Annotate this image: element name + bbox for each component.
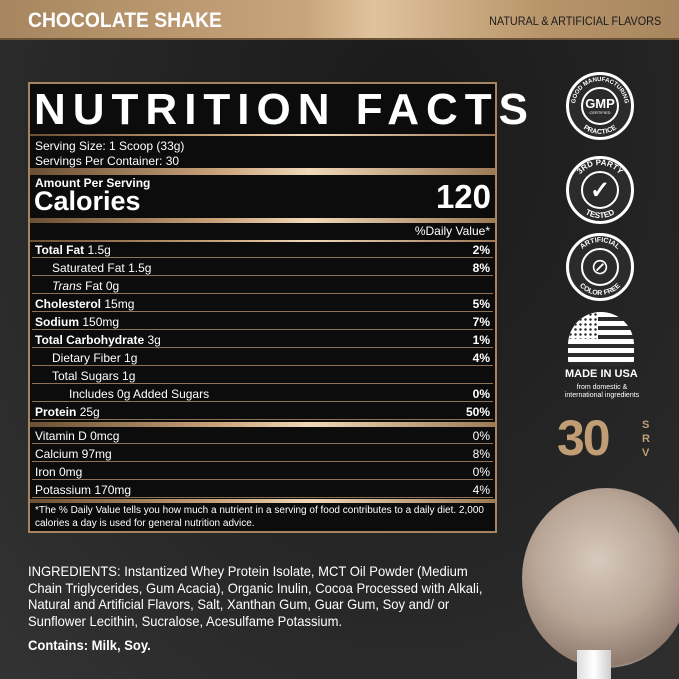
servings-per-container: Servings Per Container: 30 (35, 154, 180, 168)
amount-per-serving: Amount Per Serving (35, 176, 151, 190)
nutrient-row: Trans Fat 0g (32, 278, 493, 294)
nutrient-label: Includes 0g Added Sugars (69, 386, 209, 402)
nutrition-facts-title: NUTRITION FACTS (34, 85, 535, 134)
nutrient-row: Total Carbohydrate 3g 1% (32, 332, 493, 348)
nutrient-label: Total Fat 1.5g (35, 242, 111, 258)
made-in-usa: MADE IN USA (565, 368, 638, 380)
nutrient-label: Trans Fat 0g (52, 278, 119, 294)
nutrient-daily-value: 7% (472, 315, 490, 329)
nutrient-name: Sodium (35, 315, 79, 329)
nutrient-amount: 1.5g (128, 261, 152, 275)
calories-value: 120 (435, 178, 491, 215)
flavor-note: NATURAL & ARTIFICIAL FLAVORS (488, 14, 661, 28)
nutrient-label: Sodium 150mg (35, 314, 119, 330)
third-party-bottom-text: TESTED (584, 207, 616, 220)
nutrient-row: Total Fat 1.5g 2% (32, 242, 493, 258)
nutrient-name: Cholesterol (35, 297, 102, 311)
daily-value-footnote: *The % Daily Value tells you how much a … (35, 505, 484, 529)
nutrient-label: Saturated Fat 1.5g (52, 260, 151, 276)
nutrient-label: Cholesterol 15mg (35, 296, 134, 312)
allergen-statement: Contains: Milk, Soy. (28, 637, 151, 653)
product-title: CHOCOLATE SHAKE (28, 9, 222, 32)
nutrient-name: Protein (35, 405, 77, 419)
nutrient-label: Protein 25g (35, 404, 100, 420)
calories-label: Calories (34, 186, 141, 216)
vitamin-daily-value: 0% (472, 429, 490, 443)
nutrient-name: Dietary Fiber (52, 351, 121, 365)
nutrient-row: Cholesterol 15mg 5% (32, 296, 493, 312)
nutrient-daily-value: 4% (472, 351, 490, 365)
daily-value-header: %Daily Value* (414, 224, 490, 238)
nutrient-amount: 0g (105, 279, 120, 293)
nutrient-label: Dietary Fiber 1g (52, 350, 137, 366)
nutrient-daily-value: 1% (472, 333, 490, 347)
gmp-text: GMP (585, 96, 615, 111)
checkmark-icon: 3RD PARTY TESTED ✓ (566, 156, 634, 224)
nutrient-amount: 1g (124, 351, 138, 365)
no-dropper-icon: ARTIFICIAL COLOR FREE ⊘ (566, 233, 634, 301)
nutrient-amount: 3g (147, 333, 161, 347)
svg-text:TESTED: TESTED (584, 207, 616, 220)
scoop-handle (577, 650, 611, 679)
nutrient-daily-value: 50% (465, 405, 490, 419)
vitamin-daily-value: 8% (472, 447, 490, 461)
header-banner: CHOCOLATE SHAKE NATURAL & ARTIFICIAL FLA… (0, 0, 679, 40)
vitamin-label: Potassium 170mg (35, 483, 132, 497)
serving-size: Serving Size: 1 Scoop (33g) (35, 139, 185, 153)
vitamin-daily-value: 0% (472, 465, 490, 479)
nutrient-name: Trans (52, 279, 82, 293)
nutrient-amount: 1g (122, 369, 136, 383)
ingredients-list: INGREDIENTS: Instantized Whey Protein Is… (28, 563, 483, 629)
nutrient-daily-value: 2% (472, 243, 490, 257)
nutrient-name: Total Sugars (52, 369, 119, 383)
divider (30, 218, 495, 223)
divider (30, 422, 495, 427)
gmp-bottom-text: PRACTICE (582, 124, 618, 136)
svg-text:PRACTICE: PRACTICE (582, 124, 618, 136)
nutrient-label: Total Carbohydrate 3g (35, 332, 161, 348)
divider (30, 240, 495, 242)
vitamin-daily-value: 4% (472, 483, 490, 497)
gmp-seal-icon: GOOD MANUFACTURING PRACTICE GMP CERTIFIE… (566, 72, 634, 140)
nutrient-row: Protein 25g 50% (32, 404, 493, 420)
vitamin-label: Calcium 97mg (35, 447, 112, 461)
nutrient-name: Saturated Fat (52, 261, 125, 275)
us-flag-icon (568, 312, 634, 366)
nutrient-name: Includes 0g Added Sugars (69, 387, 210, 401)
nutrient-daily-value: 5% (472, 297, 490, 311)
nutrient-amount: 15mg (104, 297, 135, 311)
nutrient-amount: 25g (79, 405, 100, 419)
nutrient-daily-value: 0% (472, 387, 490, 401)
nutrient-row: Sodium 150mg 7% (32, 314, 493, 330)
vitamin-row: Iron 0mg 0% (32, 464, 493, 480)
nutrient-row: Includes 0g Added Sugars 0% (32, 386, 493, 402)
nutrient-row: Saturated Fat 1.5g 8% (32, 260, 493, 276)
vitamin-label: Vitamin D 0mcg (35, 429, 120, 443)
servings-number: 30 (557, 410, 611, 466)
nutrient-daily-value: 8% (472, 261, 490, 275)
vitamin-label: Iron 0mg (35, 465, 83, 479)
nutrient-row: Dietary Fiber 1g 4% (32, 350, 493, 366)
gmp-certified-text: CERTIFIED (589, 110, 611, 115)
nutrient-name: Total Carbohydrate (35, 333, 145, 347)
nutrient-row: Total Sugars 1g (32, 368, 493, 384)
origin-note: from domestic & international ingredient… (564, 384, 640, 399)
protein-powder-scoop-image (522, 488, 679, 668)
divider (30, 499, 495, 503)
nutrient-label: Total Sugars 1g (52, 368, 135, 384)
nutrient-amount: 1.5g (87, 243, 111, 257)
nutrient-amount: 150mg (82, 315, 120, 329)
nutrient-name-suffix: Fat (85, 279, 103, 293)
divider (30, 168, 495, 175)
nutrient-name: Total Fat (35, 243, 85, 257)
vitamin-row: Vitamin D 0mcg 0% (32, 428, 493, 444)
nutrition-facts-panel: NUTRITION FACTS Serving Size: 1 Scoop (3… (28, 82, 528, 533)
vitamin-row: Calcium 97mg 8% (32, 446, 493, 462)
servings-unit: SRV (642, 419, 650, 459)
vitamin-row: Potassium 170mg 4% (32, 482, 493, 498)
divider (30, 134, 495, 136)
